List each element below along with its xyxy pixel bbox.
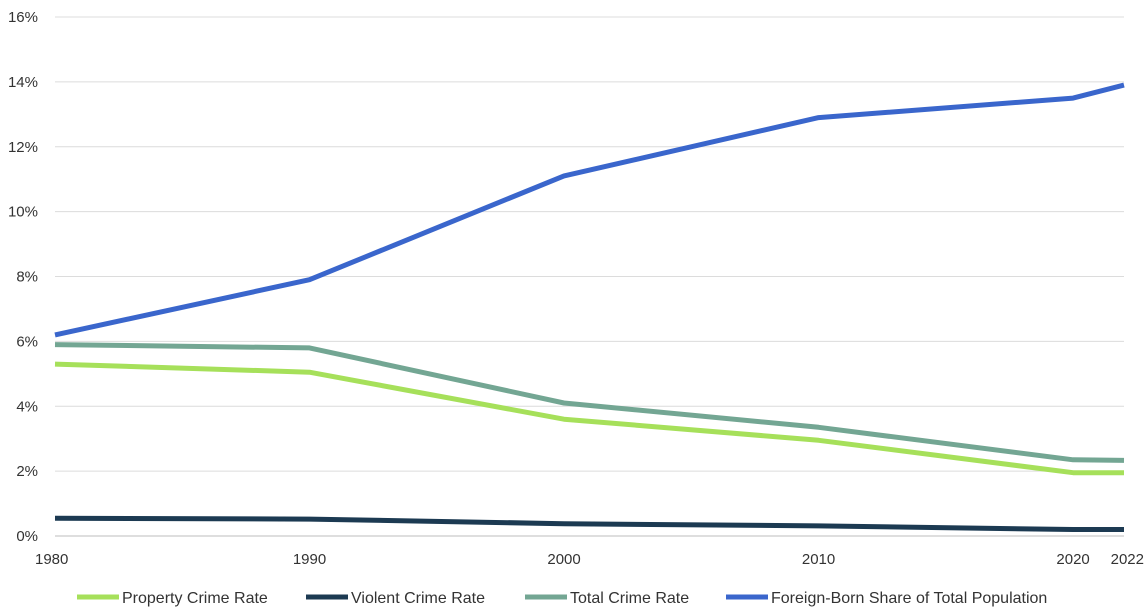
y-tick-label: 2% bbox=[16, 463, 38, 480]
y-tick-label: 0% bbox=[16, 528, 38, 545]
x-tick-label: 2022 bbox=[1111, 551, 1144, 568]
y-tick-label: 14% bbox=[8, 74, 38, 91]
x-axis-tick-labels: 1980 1990 2000 2010 2020 2022 bbox=[35, 551, 1144, 568]
y-axis-tick-labels: 0% 2% 4% 6% 8% 10% 12% 14% 16% bbox=[8, 9, 38, 545]
y-tick-label: 16% bbox=[8, 9, 38, 26]
series-line-2 bbox=[54, 515, 1124, 532]
x-tick-label: 1990 bbox=[293, 551, 326, 568]
y-tick-label: 8% bbox=[16, 269, 38, 286]
legend-label: Total Crime Rate bbox=[570, 590, 689, 607]
legend-label: Violent Crime Rate bbox=[351, 590, 485, 607]
x-tick-label: 2020 bbox=[1056, 551, 1089, 568]
y-tick-label: 12% bbox=[8, 139, 38, 156]
series-line-4 bbox=[54, 82, 1125, 338]
y-tick-label: 10% bbox=[8, 204, 38, 221]
x-tick-label: 2000 bbox=[547, 551, 580, 568]
series-lines bbox=[54, 82, 1125, 532]
y-tick-label: 6% bbox=[16, 333, 38, 350]
series-line-3 bbox=[54, 342, 1125, 463]
series-line-1 bbox=[54, 361, 1124, 476]
x-tick-label: 1980 bbox=[35, 551, 68, 568]
legend-label: Foreign-Born Share of Total Population bbox=[771, 590, 1047, 607]
legend-label: Property Crime Rate bbox=[122, 590, 268, 607]
y-tick-label: 4% bbox=[16, 398, 38, 415]
legend: Property Crime Rate Violent Crime Rate Tot… bbox=[77, 590, 1047, 607]
gridlines bbox=[55, 16, 1124, 537]
x-tick-label: 2010 bbox=[802, 551, 835, 568]
